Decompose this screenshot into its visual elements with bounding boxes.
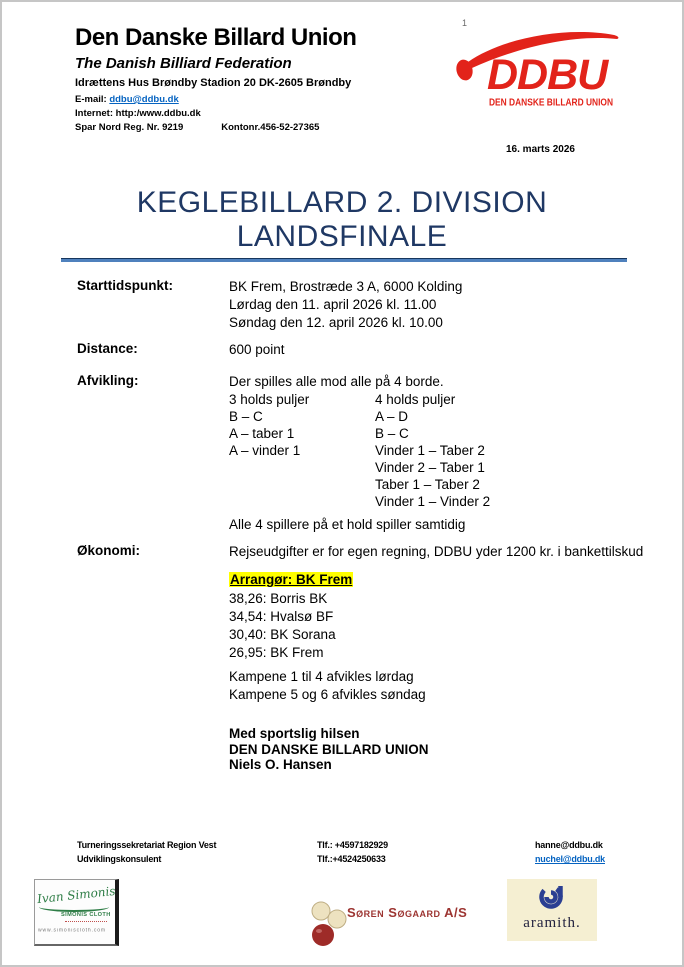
aramith-swirl-icon bbox=[539, 885, 563, 909]
pairing-line: A – taber 1 bbox=[229, 426, 295, 441]
distance-value: 600 point bbox=[229, 342, 285, 357]
signature-line: DEN DANSKE BILLARD UNION bbox=[229, 741, 429, 757]
ddbu-logo: DDBU DEN DANSKE BILLARD UNION bbox=[456, 32, 619, 109]
simonis-logo: Ivan Simonis SIMONIS CLOTH www.simoniscl… bbox=[34, 879, 119, 946]
footer-email-nuchel-link[interactable]: nuchel@ddbu.dk bbox=[535, 854, 605, 864]
pairing-line: 3 holds puljer bbox=[229, 392, 310, 407]
footer-roles: Turneringssekretariat Region Vest Udvikl… bbox=[77, 838, 216, 866]
footer-phone-line: Tlf.: +4597182929 bbox=[317, 840, 388, 850]
sogaard-name: Søren Søgaard A/S bbox=[347, 905, 468, 920]
pairing-line: Vinder 2 – Taber 1 bbox=[375, 460, 485, 475]
signature-line: Niels O. Hansen bbox=[229, 757, 332, 772]
footer-phones: Tlf.: +4597182929 Tlf.:+4524250633 bbox=[317, 838, 388, 866]
email-link[interactable]: ddbu@ddbu.dk bbox=[109, 94, 179, 105]
afvikling-col2: 4 holds puljer A – D B – C Vinder 1 – Ta… bbox=[375, 391, 490, 510]
signature-line: Med sportslig hilsen bbox=[229, 726, 360, 741]
billiard-ball-icon bbox=[456, 59, 473, 81]
schedule-line: Kampene 1 til 4 afvikles lørdag bbox=[229, 669, 414, 684]
title-divider bbox=[61, 258, 627, 262]
title-line2: LANDSFINALE bbox=[236, 220, 448, 253]
footer-phone-line: Tlf.:+4524250633 bbox=[317, 854, 386, 864]
org-name: Den Danske Billard Union bbox=[75, 24, 357, 51]
pairing-line: Taber 1 – Taber 2 bbox=[375, 477, 480, 492]
document-date: 16. marts 2026 bbox=[506, 144, 575, 155]
label-okonomi: Økonomi: bbox=[77, 543, 140, 558]
label-distance: Distance: bbox=[77, 341, 138, 356]
aramith-name: aramith. bbox=[523, 915, 581, 931]
arrangor-line: Arrangør: BK Frem bbox=[229, 571, 354, 589]
email-line: E-mail: ddbu@ddbu.dk bbox=[75, 94, 356, 105]
simonis-swoosh-icon bbox=[39, 902, 109, 912]
sogaard-logo: Søren Søgaard A/S bbox=[299, 897, 474, 949]
bank-account: Kontonr.456-52-27365 bbox=[221, 122, 320, 133]
footer-role-line: Turneringssekretariat Region Vest bbox=[77, 840, 217, 850]
signature-block: Med sportslig hilsen DEN DANSKE BILLARD … bbox=[229, 726, 429, 773]
start-line: Lørdag den 11. april 2026 kl. 11.00 bbox=[229, 297, 437, 312]
title-line1: KEGLEBILLARD 2. DIVISION bbox=[136, 186, 548, 219]
simonis-fine-print bbox=[65, 921, 107, 922]
document-title: KEGLEBILLARD 2. DIVISION LANDSFINALE bbox=[2, 186, 682, 254]
pairing-line: A – D bbox=[375, 409, 409, 424]
org-address: Idrættens Hus Brøndby Stadion 20 DK-2605… bbox=[75, 77, 352, 89]
internet-value: http:/www.ddbu.dk bbox=[115, 108, 201, 119]
label-starttidspunkt: Starttidspunkt: bbox=[77, 278, 173, 293]
start-line: Søndag den 12. april 2026 kl. 10.00 bbox=[229, 315, 443, 330]
page-number: 1 bbox=[462, 18, 468, 28]
aramith-logo: aramith. bbox=[507, 879, 597, 941]
standings-list: 38,26: Borris BK 34,54: Hvalsø BF 30,40:… bbox=[229, 590, 336, 662]
arrangor-highlight: Arrangør: BK Frem bbox=[229, 572, 354, 587]
pairing-line: Vinder 1 – Taber 2 bbox=[375, 443, 485, 458]
footer-email-hanne: hanne@ddbu.dk bbox=[535, 840, 603, 850]
pairing-line: B – C bbox=[229, 409, 263, 424]
standing-row: 30,40: BK Sorana bbox=[229, 627, 336, 642]
email-label: E-mail: bbox=[75, 94, 107, 105]
internet-label: Internet: bbox=[75, 108, 113, 119]
bank-line: Spar Nord Reg. Nr. 9219 Kontonr.456-52-27… bbox=[75, 122, 356, 133]
pairing-line: 4 holds puljer bbox=[375, 392, 456, 407]
footer-role-line: Udviklingskonsulent bbox=[77, 854, 162, 864]
label-afvikling: Afvikling: bbox=[77, 373, 139, 388]
starttidspunkt-content: BK Frem, Brostræde 3 A, 6000 Kolding Lør… bbox=[229, 278, 462, 332]
ddbu-logo-subtext: DEN DANSKE BILLARD UNION bbox=[489, 98, 613, 109]
schedule-lines: Kampene 1 til 4 afvikles lørdag Kampene … bbox=[229, 668, 426, 704]
pairing-line: A – vinder 1 bbox=[229, 443, 301, 458]
org-subtitle: The Danish Billiard Federation bbox=[75, 55, 292, 72]
afvikling-note: Alle 4 spillere på et hold spiller samti… bbox=[229, 517, 466, 532]
letterhead: Den Danske Billard Union The Danish Bill… bbox=[75, 24, 357, 133]
standing-row: 38,26: Borris BK bbox=[229, 591, 328, 606]
standing-row: 26,95: BK Frem bbox=[229, 645, 324, 660]
pairing-line: B – C bbox=[375, 426, 409, 441]
pairing-line: Vinder 1 – Vinder 2 bbox=[375, 494, 491, 509]
swoosh-icon bbox=[466, 32, 619, 69]
simonis-url: www.simoniscloth.com bbox=[38, 928, 106, 934]
standing-row: 34,54: Hvalsø BF bbox=[229, 609, 334, 624]
start-line: BK Frem, Brostræde 3 A, 6000 Kolding bbox=[229, 279, 463, 294]
afvikling-intro: Der spilles alle mod alle på 4 borde. bbox=[229, 374, 444, 389]
ddbu-logo-text: DDBU bbox=[487, 51, 609, 99]
simonis-cloth-label: SIMONIS CLOTH bbox=[61, 912, 111, 918]
okonomi-text: Rejseudgifter er for egen regning, DDBU … bbox=[229, 544, 644, 559]
afvikling-col1: 3 holds puljer B – C A – taber 1 A – vin… bbox=[229, 391, 309, 459]
sogaard-balls-icon bbox=[311, 901, 347, 946]
footer-emails: hanne@ddbu.dk nuchel@ddbu.dk bbox=[535, 838, 605, 866]
bank-reg: Spar Nord Reg. Nr. 9219 bbox=[75, 122, 184, 133]
schedule-line: Kampene 5 og 6 afvikles søndag bbox=[229, 687, 426, 702]
internet-line: Internet: http:/www.ddbu.dk bbox=[75, 108, 356, 119]
